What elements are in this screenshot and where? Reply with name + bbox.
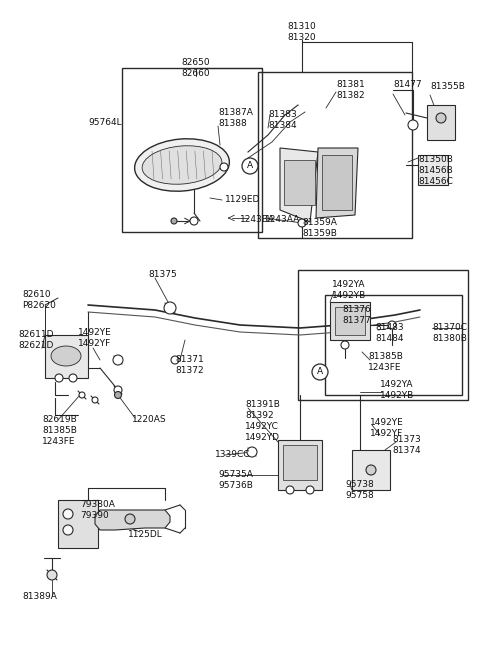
Circle shape bbox=[55, 374, 63, 382]
Circle shape bbox=[190, 217, 198, 225]
Text: 81355B: 81355B bbox=[430, 82, 465, 91]
Ellipse shape bbox=[142, 146, 222, 184]
Circle shape bbox=[69, 374, 77, 382]
Text: A: A bbox=[317, 367, 323, 377]
Bar bbox=[122, 68, 262, 232]
Circle shape bbox=[63, 509, 73, 519]
Circle shape bbox=[242, 158, 258, 174]
Text: 82619B
81385B
1243FE: 82619B 81385B 1243FE bbox=[42, 415, 77, 446]
Circle shape bbox=[63, 525, 73, 535]
Text: 81370C
81380B: 81370C 81380B bbox=[432, 323, 467, 343]
Text: 1243AA: 1243AA bbox=[265, 215, 300, 224]
Bar bbox=[418, 155, 448, 185]
Text: 1492YE
1492YF: 1492YE 1492YF bbox=[78, 328, 112, 348]
Circle shape bbox=[247, 447, 257, 457]
Text: 1129ED: 1129ED bbox=[225, 195, 260, 204]
Text: 1220AS: 1220AS bbox=[132, 415, 167, 424]
Text: 95764L: 95764L bbox=[88, 118, 121, 127]
Text: 1339CC: 1339CC bbox=[215, 450, 251, 459]
Text: 82650
82660: 82650 82660 bbox=[182, 58, 210, 78]
Circle shape bbox=[171, 356, 179, 364]
Circle shape bbox=[113, 355, 123, 365]
Text: A: A bbox=[247, 162, 253, 170]
Ellipse shape bbox=[51, 346, 81, 366]
Circle shape bbox=[388, 321, 396, 329]
Circle shape bbox=[171, 218, 177, 224]
Bar bbox=[322, 155, 352, 210]
Text: 1125DL: 1125DL bbox=[128, 530, 163, 539]
Circle shape bbox=[164, 302, 176, 314]
Text: 81477: 81477 bbox=[393, 80, 421, 89]
Circle shape bbox=[220, 163, 228, 171]
Text: 81310
81320: 81310 81320 bbox=[288, 22, 316, 42]
Bar bbox=[427, 105, 455, 140]
Text: 95738
95758: 95738 95758 bbox=[345, 480, 374, 500]
Text: 81381
81382: 81381 81382 bbox=[336, 80, 365, 100]
Circle shape bbox=[92, 397, 98, 403]
Text: 81373
81374: 81373 81374 bbox=[392, 435, 421, 455]
Bar bbox=[298, 270, 468, 400]
Bar bbox=[45, 335, 88, 378]
Circle shape bbox=[306, 486, 314, 494]
Bar bbox=[283, 445, 317, 480]
Text: 81391B
81392
1492YC
1492YD: 81391B 81392 1492YC 1492YD bbox=[245, 400, 280, 442]
Polygon shape bbox=[280, 148, 318, 222]
Text: 81387A
81388: 81387A 81388 bbox=[218, 108, 253, 128]
Circle shape bbox=[298, 219, 306, 227]
Circle shape bbox=[114, 386, 122, 394]
Polygon shape bbox=[316, 148, 358, 218]
Circle shape bbox=[47, 570, 57, 580]
Circle shape bbox=[436, 113, 446, 123]
Bar bbox=[352, 450, 390, 490]
Text: 81359A
81359B: 81359A 81359B bbox=[302, 218, 337, 238]
Polygon shape bbox=[95, 510, 170, 530]
Circle shape bbox=[341, 341, 349, 349]
Text: 1492YA
1492YB: 1492YA 1492YB bbox=[332, 280, 366, 300]
Text: 81389A: 81389A bbox=[22, 592, 57, 601]
Bar bbox=[258, 72, 412, 238]
Text: 81383
81384: 81383 81384 bbox=[268, 110, 297, 130]
Circle shape bbox=[312, 364, 328, 380]
Circle shape bbox=[286, 486, 294, 494]
Text: 95735A
95736B: 95735A 95736B bbox=[218, 470, 253, 490]
Text: 79380A
79390: 79380A 79390 bbox=[80, 500, 115, 520]
Text: 82611D
82621D: 82611D 82621D bbox=[18, 330, 53, 350]
Bar bbox=[325, 295, 462, 395]
Bar bbox=[278, 440, 322, 490]
Text: 81350B
81456B
81456C: 81350B 81456B 81456C bbox=[418, 155, 453, 186]
Text: 81376
81377: 81376 81377 bbox=[342, 305, 371, 325]
Bar bbox=[284, 160, 315, 205]
Text: 1243BA: 1243BA bbox=[240, 215, 275, 224]
Text: 1492YE
1492YF: 1492YE 1492YF bbox=[370, 418, 404, 438]
Circle shape bbox=[115, 392, 121, 398]
Circle shape bbox=[408, 120, 418, 130]
Text: 81483
81484: 81483 81484 bbox=[375, 323, 404, 343]
Circle shape bbox=[125, 514, 135, 524]
Text: 81371
81372: 81371 81372 bbox=[175, 355, 204, 375]
Text: 81375: 81375 bbox=[148, 270, 177, 279]
Ellipse shape bbox=[134, 139, 229, 191]
Bar bbox=[58, 500, 98, 548]
Text: 82610
P82620: 82610 P82620 bbox=[22, 290, 56, 310]
Circle shape bbox=[79, 392, 85, 398]
Text: 81385B
1243FE: 81385B 1243FE bbox=[368, 352, 403, 372]
Bar bbox=[335, 307, 365, 335]
Bar bbox=[330, 302, 370, 340]
Text: 1492YA
1492YB: 1492YA 1492YB bbox=[380, 380, 414, 400]
Circle shape bbox=[366, 465, 376, 475]
